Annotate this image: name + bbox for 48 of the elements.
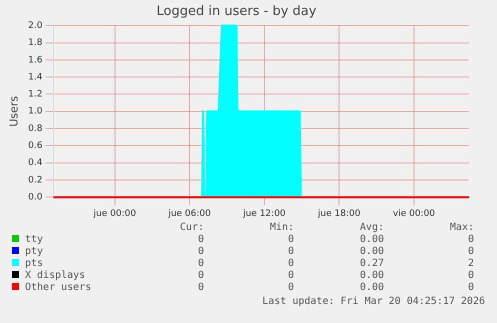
- y-tick-label: 0.8: [28, 124, 43, 134]
- text: 0: [196, 258, 204, 270]
- legend-label: Other users: [25, 282, 92, 293]
- text: 2: [466, 258, 474, 270]
- y-tick-label: 0.4: [28, 158, 43, 168]
- y-tick-label: 1.0: [28, 106, 43, 117]
- text: 0: [286, 234, 294, 246]
- legend-label: pty: [25, 246, 44, 257]
- text: Cur:: [178, 222, 204, 234]
- legend-label: pts: [25, 258, 44, 269]
- text: 0: [466, 282, 474, 294]
- x-tick-label: jue 06:00: [167, 208, 212, 219]
- text: 0: [286, 270, 294, 282]
- legend-label: X displays: [25, 270, 86, 281]
- y-tick-label: 1.4: [28, 72, 43, 82]
- legend-label: tty: [25, 234, 44, 245]
- y-tick-label: 2.0: [28, 20, 43, 31]
- text: 0: [286, 246, 294, 258]
- text: Min:: [268, 222, 294, 234]
- text: 0.00: [358, 282, 384, 294]
- text: 0: [196, 270, 204, 282]
- y-tick-label: 0.6: [28, 141, 43, 152]
- chart-title: Logged in users - by day: [156, 4, 317, 20]
- y-tick-label: 0.0: [28, 192, 43, 203]
- text: Max:: [448, 222, 474, 234]
- y-tick-label: 1.2: [28, 90, 43, 100]
- text: 0.27: [358, 258, 384, 270]
- text: 0: [196, 234, 204, 246]
- text: 0: [196, 246, 204, 258]
- text: 0.00: [358, 270, 384, 282]
- x-tick-label: jue 00:00: [92, 208, 136, 219]
- y-tick-label: 1.8: [28, 38, 43, 48]
- text: 0: [466, 270, 474, 282]
- y-tick-label: 1.6: [28, 55, 43, 66]
- text: 0: [286, 282, 294, 294]
- x-tick-label: jue 12:00: [242, 208, 286, 219]
- text: Avg:: [358, 222, 384, 234]
- text: 0: [196, 282, 204, 294]
- text: Last update: Fri Mar 20 04:25:17 2026: [261, 296, 485, 307]
- x-tick-label: jue 18:00: [316, 208, 361, 219]
- text: 0: [466, 246, 474, 258]
- x-tick-label: vie 00:00: [392, 208, 436, 219]
- text: 0.00: [358, 234, 384, 246]
- text: 0: [286, 258, 294, 270]
- y-tick-label: 0.2: [28, 175, 43, 186]
- text: 0: [466, 234, 474, 246]
- text: 0.00: [358, 246, 384, 258]
- y-axis-title: Users: [7, 96, 20, 127]
